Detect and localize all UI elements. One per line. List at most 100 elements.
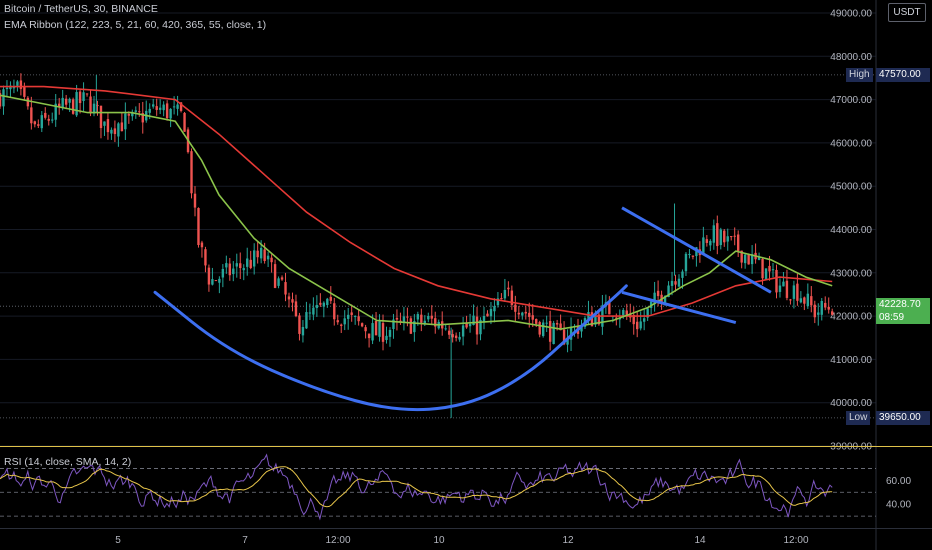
candle-body: [75, 92, 78, 116]
candle-body: [531, 315, 534, 320]
candle-body: [193, 193, 197, 208]
candle-body: [482, 315, 486, 322]
candle-body: [57, 103, 61, 107]
candle-body: [340, 324, 343, 326]
candle-body: [548, 320, 552, 342]
candle-body: [169, 108, 172, 119]
candle-body: [221, 268, 225, 278]
candle-body: [458, 336, 461, 340]
candle-body: [225, 263, 228, 268]
candle-body: [106, 119, 110, 133]
candle-body: [350, 312, 353, 315]
candle-body: [273, 264, 277, 288]
candle-body: [353, 315, 357, 317]
upper-trendline-drawing: [621, 206, 772, 294]
candle-body: [134, 110, 137, 112]
candle-body: [44, 112, 47, 118]
price-tick-label: 41000.00: [830, 355, 872, 366]
candle-body: [775, 269, 778, 293]
indicator-legend[interactable]: EMA Ribbon (122, 223, 5, 21, 60, 420, 36…: [4, 19, 267, 31]
candle-body: [61, 97, 64, 108]
price-tick-label: 40000.00: [830, 398, 872, 409]
candle-body: [280, 277, 284, 280]
candle-body: [183, 112, 186, 132]
candle-body: [642, 318, 646, 322]
candle-body: [406, 316, 409, 318]
candle-body: [64, 98, 68, 105]
lower-trendline-drawing: [621, 290, 737, 325]
candle-body: [78, 91, 82, 104]
candle-body: [371, 323, 374, 341]
candle-body: [374, 320, 378, 336]
candle-body: [360, 323, 364, 327]
candle-body: [705, 239, 709, 243]
candle-body: [430, 315, 433, 319]
candle-body: [538, 322, 541, 335]
candle-body: [138, 111, 141, 113]
candle-body: [712, 225, 716, 243]
candle-body: [47, 118, 50, 121]
candle-body: [475, 316, 479, 335]
candle-body: [656, 290, 660, 297]
rsi-legend[interactable]: RSI (14, close, SMA, 14, 2): [4, 456, 132, 468]
candle-body: [402, 316, 406, 324]
candle-body: [796, 283, 799, 301]
candle-body: [636, 321, 639, 330]
candle-body: [263, 249, 266, 262]
candle-body: [385, 335, 388, 340]
candle-body: [249, 259, 252, 269]
candle-body: [597, 314, 601, 325]
candle-body: [667, 285, 670, 298]
candle-body: [726, 236, 729, 242]
currency-button[interactable]: USDT: [888, 3, 926, 22]
rsi-line: [0, 453, 833, 521]
candle-body: [427, 316, 430, 320]
candle-body: [716, 223, 719, 247]
candle-body: [799, 298, 803, 303]
candle-body: [817, 312, 820, 315]
candle-body: [503, 289, 507, 299]
time-tick-label: 7: [242, 535, 248, 546]
candle-body: [764, 268, 768, 280]
current-price-tag: 42228.70 08:59: [876, 298, 930, 325]
candle-body: [242, 268, 245, 271]
candle-body: [124, 113, 127, 130]
price-tick-label: 47000.00: [830, 95, 872, 106]
candle-body: [378, 321, 381, 337]
candle-body: [632, 315, 635, 325]
candle-body: [381, 323, 385, 342]
candle-body: [461, 325, 465, 337]
time-tick-label: 12: [562, 535, 574, 546]
candle-body: [813, 304, 816, 318]
candle-body: [723, 230, 726, 243]
candle-body: [528, 312, 531, 317]
candle-body: [761, 258, 764, 279]
candle-body: [294, 301, 298, 317]
candle-body: [197, 208, 200, 246]
candle-body: [420, 314, 423, 323]
candle-body: [747, 254, 750, 265]
candle-body: [514, 304, 517, 312]
candle-body: [517, 312, 521, 315]
candle-body: [416, 314, 420, 320]
candle-body: [674, 281, 677, 285]
candle-body: [54, 103, 57, 120]
candle-body: [305, 312, 308, 329]
candle-body: [507, 287, 510, 290]
rsi-tick-label: 40.00: [886, 500, 911, 511]
candle-body: [89, 96, 92, 114]
time-tick-label: 12:00: [783, 535, 808, 546]
candle-body: [120, 122, 124, 132]
candle-body: [789, 299, 792, 301]
candle-body: [214, 280, 218, 282]
candle-body: [625, 310, 628, 316]
candle-body: [0, 93, 2, 107]
price-tick-label: 49000.00: [830, 8, 872, 19]
candle-body: [40, 115, 43, 129]
candle-body: [444, 328, 447, 330]
candle-body: [510, 290, 514, 305]
candle-body: [99, 105, 103, 129]
candle-body: [465, 323, 468, 328]
symbol-title[interactable]: Bitcoin / TetherUS, 30, BINANCE: [4, 3, 158, 15]
